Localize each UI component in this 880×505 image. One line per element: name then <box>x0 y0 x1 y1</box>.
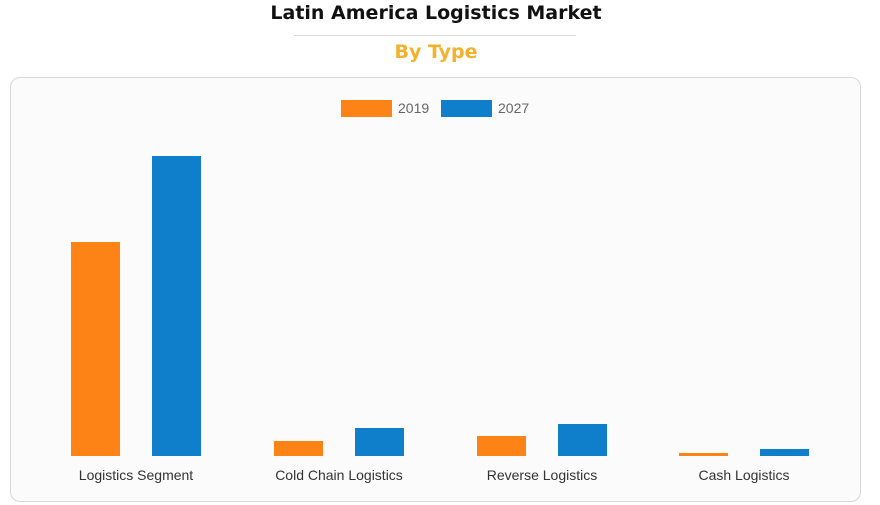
title-divider <box>294 35 576 36</box>
legend-label-2019[interactable]: 2019 <box>398 100 429 116</box>
x-tick-label: Cash Logistics <box>698 467 789 483</box>
bar-2027-cash-logistics[interactable] <box>760 449 809 456</box>
x-tick-label: Logistics Segment <box>79 467 194 483</box>
x-tick-label: Cold Chain Logistics <box>275 467 403 483</box>
bar-2027-cold-chain-logistics[interactable] <box>355 428 404 456</box>
bar-2019-logistics-segment[interactable] <box>71 242 120 456</box>
bar-2027-reverse-logistics[interactable] <box>558 424 607 456</box>
bar-2019-cold-chain-logistics[interactable] <box>274 441 323 456</box>
bar-2027-logistics-segment[interactable] <box>152 156 201 456</box>
bar-2019-reverse-logistics[interactable] <box>477 436 526 456</box>
legend-swatch-2019[interactable] <box>341 100 392 117</box>
legend-swatch-2027[interactable] <box>441 100 492 117</box>
legend-label-2027[interactable]: 2027 <box>498 100 529 116</box>
chart-panel <box>10 77 861 502</box>
chart-subtitle: By Type <box>394 41 478 63</box>
x-tick-label: Reverse Logistics <box>487 467 598 483</box>
chart-title: Latin America Logistics Market <box>270 2 602 24</box>
bar-2019-cash-logistics[interactable] <box>679 453 728 456</box>
